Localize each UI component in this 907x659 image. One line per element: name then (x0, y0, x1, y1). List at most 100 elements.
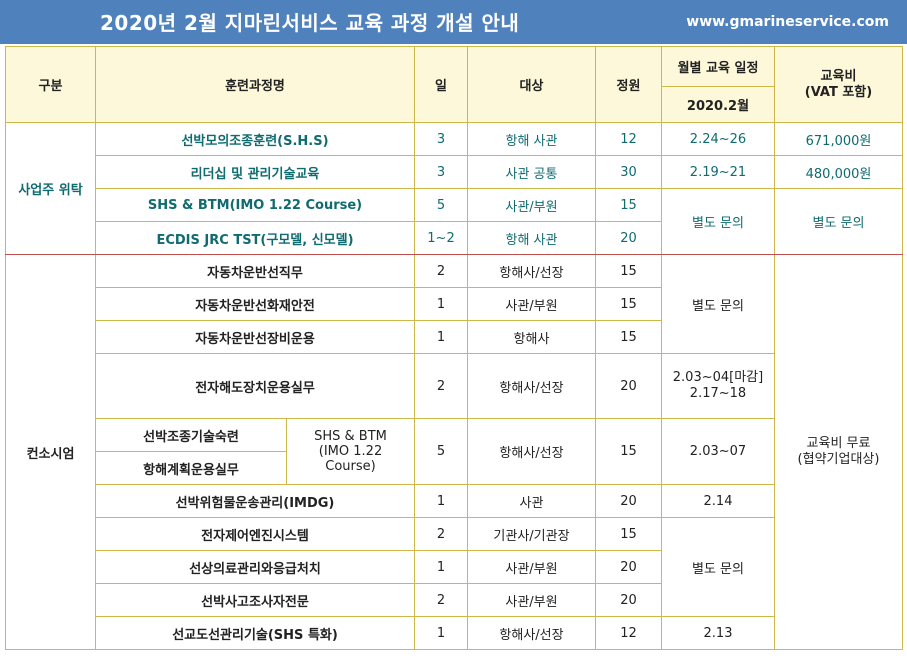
table-row: 선교도선관리기술(SHS 특화) 1 항해사/선장 12 2.13 (6, 616, 903, 650)
table-row: SHS & BTM(IMO 1.22 Course) 5 사관/부원 15 별도… (6, 188, 903, 255)
course-target: 항해 사관 (467, 122, 596, 156)
course-name: 전자해도장치운용실무 (95, 353, 415, 419)
course-capacity: 15 (595, 320, 662, 354)
course-name: 자동차운반선화재안전 (95, 287, 415, 321)
course-target: 항해사/선장 (467, 418, 596, 485)
course-days: 3 (414, 155, 468, 189)
course-days: 1 (414, 287, 468, 321)
table-row: 리더십 및 관리기술교육 3 사관 공통 30 2.19~21 480,000원 (6, 155, 903, 189)
header-fee-line2: (VAT 포함) (804, 84, 873, 100)
course-date: 2.03~07 (661, 418, 775, 485)
course-date-inquiry: 별도 문의 (661, 517, 775, 617)
course-note-line3: Course) (325, 459, 376, 474)
header-row-2: 2020.2월 (6, 86, 903, 123)
course-days: 2 (414, 517, 468, 551)
course-days: 1 (414, 550, 468, 584)
header-schedule: 월별 교육 일정 (661, 46, 775, 87)
course-name: SHS & BTM(IMO 1.22 Course) (95, 188, 415, 222)
course-target: 기관사/기관장 (467, 517, 596, 551)
course-days: 2 (414, 254, 468, 288)
course-capacity: 15 (595, 517, 662, 551)
table-row: 선상의료관리와응급처치 1 사관/부원 20 (6, 550, 903, 584)
course-name: 선박모의조종훈련(S.H.S) (95, 122, 415, 156)
fee-free-line2: (협약기업대상) (797, 452, 880, 467)
course-date: 2.13 (661, 616, 775, 650)
course-capacity: 20 (595, 583, 662, 617)
course-capacity: 20 (595, 550, 662, 584)
course-target: 사관 (467, 484, 596, 518)
header-target: 대상 (467, 46, 596, 123)
course-name: 선박사고조사자전문 (95, 583, 415, 617)
course-note-line1: SHS & BTM (314, 429, 387, 444)
course-days: 5 (414, 418, 468, 485)
course-name: 자동차운반선직무 (95, 254, 415, 288)
table-row: 선박사고조사자전문 2 사관/부원 20 (6, 583, 903, 617)
course-days: 1 (414, 616, 468, 650)
course-name: ECDIS JRC TST(구모델, 신모델) (95, 221, 415, 255)
schedule-table: 구분 훈련과정명 일 대상 정원 월별 교육 일정 교육비 (VAT 포함) 2… (5, 46, 903, 650)
course-name: 항해계획운용실무 (95, 451, 287, 485)
course-target: 사관/부원 (467, 188, 596, 222)
table-row: 자동차운반선장비운용 1 항해사 15 (6, 320, 903, 354)
table-row: 전자제어엔진시스템 2 기관사/기관장 15 별도 문의 (6, 517, 903, 617)
course-target: 항해사 (467, 320, 596, 354)
page-title: 2020년 2월 지마린서비스 교육 과정 개설 안내 (100, 11, 520, 35)
table-row: 선박위험물운송관리(IMDG) 1 사관 20 2.14 (6, 484, 903, 518)
course-capacity: 12 (595, 122, 662, 156)
course-name: 선상의료관리와응급처치 (95, 550, 415, 584)
course-fee: 480,000원 (774, 155, 903, 189)
header-fee-line1: 교육비 (820, 68, 857, 84)
course-target: 사관/부원 (467, 550, 596, 584)
section-label-consortium: 컨소시엄 (5, 254, 96, 650)
course-capacity: 15 (595, 287, 662, 321)
website-url[interactable]: www.gmarineservice.com (686, 14, 889, 30)
course-target: 사관 공통 (467, 155, 596, 189)
course-target: 사관/부원 (467, 287, 596, 321)
header-days: 일 (414, 46, 468, 123)
course-capacity: 20 (595, 353, 662, 419)
table-row: 항해계획운용실무 (6, 451, 903, 485)
course-target: 항해 사관 (467, 221, 596, 255)
table-row: ECDIS JRC TST(구모델, 신모델) 1~2 항해 사관 20 (6, 221, 903, 255)
course-days: 5 (414, 188, 468, 222)
course-target: 사관/부원 (467, 583, 596, 617)
course-target: 항해사/선장 (467, 616, 596, 650)
header-fee: 교육비 (VAT 포함) (774, 46, 903, 123)
course-date: 2.24~26 (661, 122, 775, 156)
course-date: 2.03~04[마감] 2.17~18 (661, 353, 775, 419)
course-name: 선박위험물운송관리(IMDG) (95, 484, 415, 518)
course-days: 2 (414, 583, 468, 617)
course-date-line2: 2.17~18 (689, 386, 747, 401)
course-name: 선교도선관리기술(SHS 특화) (95, 616, 415, 650)
course-capacity: 15 (595, 188, 662, 222)
title-banner: 2020년 2월 지마린서비스 교육 과정 개설 안내 www.gmarines… (0, 0, 907, 44)
course-date: 2.19~21 (661, 155, 775, 189)
table-row: 컨소시엄 자동차운반선직무 2 항해사/선장 15 별도 문의 교육비 무료 (… (5, 254, 903, 650)
header-month: 2020.2월 (661, 86, 775, 123)
course-date-inquiry: 별도 문의 (661, 188, 775, 255)
course-date: 2.14 (661, 484, 775, 518)
course-capacity: 15 (595, 254, 662, 288)
course-days: 1~2 (414, 221, 468, 255)
course-fee: 671,000원 (774, 122, 903, 156)
course-name: 리더십 및 관리기술교육 (95, 155, 415, 189)
course-capacity: 12 (595, 616, 662, 650)
table-row: 선박조종기술숙련 SHS & BTM (IMO 1.22 Course) 5 항… (6, 418, 903, 485)
course-days: 1 (414, 320, 468, 354)
table-row: 사업주 위탁 선박모의조종훈련(S.H.S) 3 항해 사관 12 2.24~2… (5, 122, 903, 255)
course-fee-free: 교육비 무료 (협약기업대상) (774, 254, 903, 650)
course-capacity: 20 (595, 221, 662, 255)
course-name: 자동차운반선장비운용 (95, 320, 415, 354)
table-row: 전자해도장치운용실무 2 항해사/선장 20 2.03~04[마감] 2.17~… (6, 353, 903, 419)
header-capacity: 정원 (595, 46, 662, 123)
course-capacity: 15 (595, 418, 662, 485)
course-note-line2: (IMO 1.22 (318, 444, 383, 459)
section-label-employer: 사업주 위탁 (5, 122, 96, 255)
course-fee-inquiry: 별도 문의 (774, 188, 903, 255)
course-note: SHS & BTM (IMO 1.22 Course) (286, 418, 415, 485)
header-course: 훈련과정명 (95, 46, 415, 123)
course-date-inquiry: 별도 문의 (661, 254, 775, 354)
course-date-line1: 2.03~04[마감] (672, 370, 764, 385)
course-target: 항해사/선장 (467, 353, 596, 419)
header-row: 구분 훈련과정명 일 대상 정원 월별 교육 일정 교육비 (VAT 포함) (5, 46, 903, 123)
